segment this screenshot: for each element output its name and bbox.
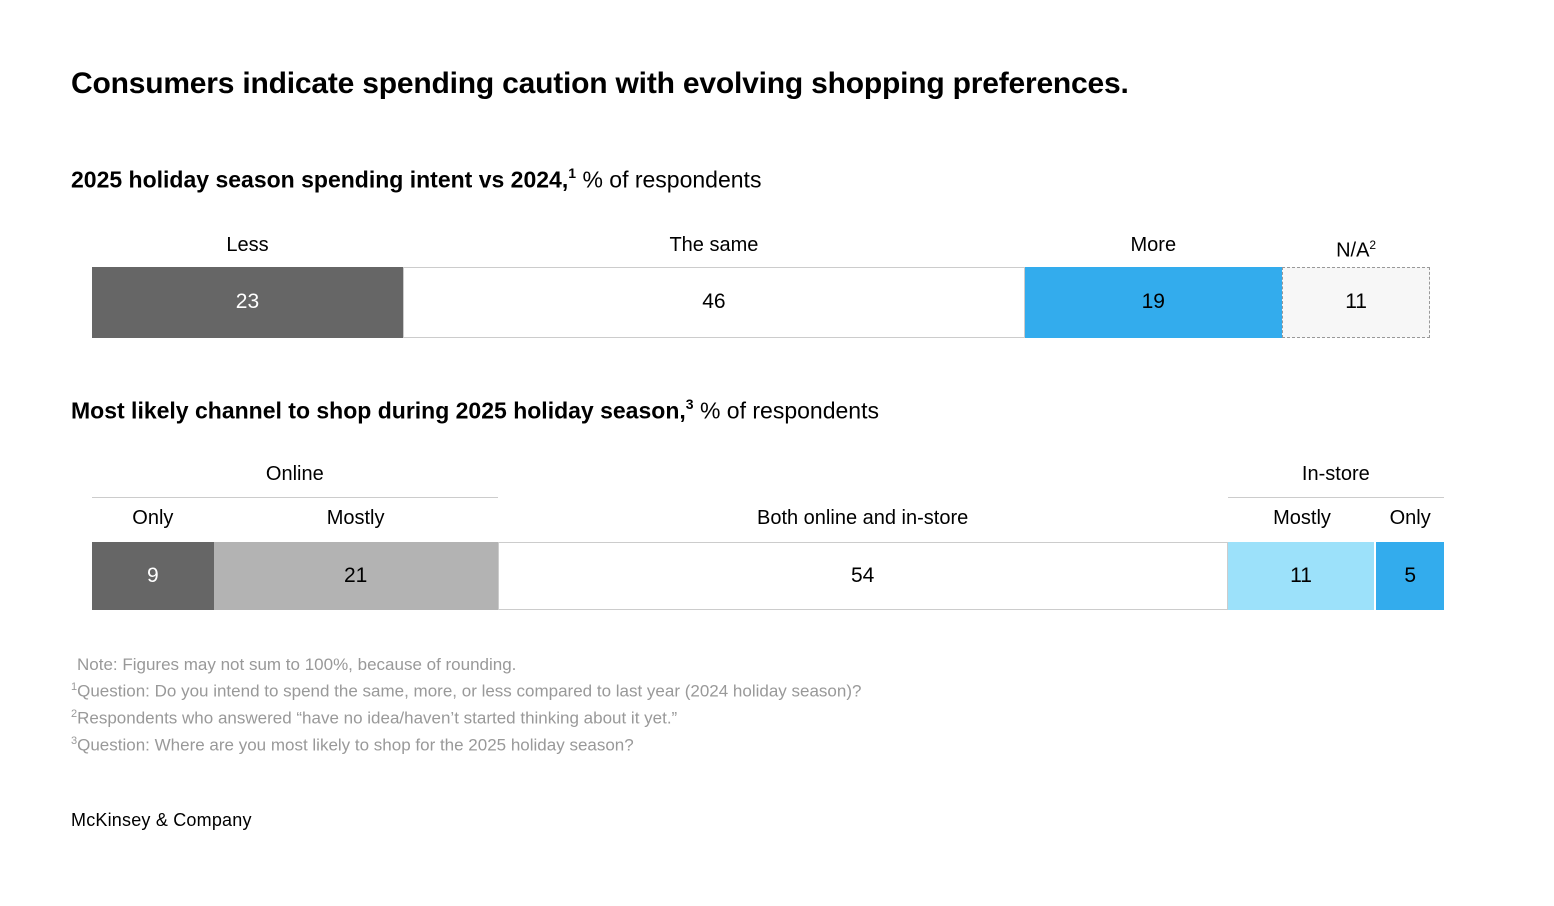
chart2-bar-track: Only 9 Mostly 21 Both online and in-stor… [92,498,1444,611]
segment-value: 23 [235,290,260,314]
segment-online-only: Only 9 [92,498,214,611]
segment-bar-online-only: 9 [92,542,214,611]
chart1-subtitle-text: 2025 holiday season spending intent vs 2… [71,166,569,193]
footnote-3: 3Question: Where are you most likely to … [71,730,1444,757]
segment-label-more: More [1025,233,1282,257]
footnote-2: 2Respondents who answered “have no idea/… [71,703,1444,730]
segment-label-text: More [1130,233,1177,256]
segment-label-less: Less [92,233,403,257]
chart1-footnote-marker: 1 [568,165,577,181]
segment-label-na: N/A2 [1282,233,1431,262]
segment-value: 11 [1345,290,1367,314]
segment-value: 21 [343,564,368,588]
chart2-group-row: Online In-store [92,462,1444,499]
segment-the-same: The same 46 [402,233,1025,338]
segment-label-text: Less [226,233,269,256]
chart2-bar-area: Only 9 Mostly 21 Both online and in-stor… [92,498,1444,611]
chart1-subtitle: 2025 holiday season spending intent vs 2… [71,160,1444,194]
segment-bar-online-mostly: 21 [213,542,498,611]
segment-label-text: The same [669,233,759,256]
mckinsey-logo: McKinsey & Company [71,810,252,831]
spending-intent-chart: 2025 holiday season spending intent vs 2… [71,160,1444,338]
chart2-subtitle-suffix: % of respondents [699,397,879,424]
segment-label-text: N/A [1336,239,1370,262]
segment-label-online-only: Only [92,506,214,530]
footnote-1: 1Question: Do you intend to spend the sa… [71,676,1444,703]
footnote-2-marker: 2 [71,707,78,720]
segment-bar-instore-only: 5 [1376,542,1444,611]
footnote-1-marker: 1 [71,681,78,694]
segment-bar-more: 19 [1024,266,1282,338]
segment-instore-mostly: Mostly 11 [1227,498,1377,611]
group-instore: In-store [1227,462,1444,499]
footnote-1-text: Question: Do you intend to spend the sam… [77,681,862,701]
segment-label-text: Only [132,507,174,530]
segment-online-mostly: Mostly 21 [213,498,498,611]
segment-label-text: Mostly [326,507,385,530]
segment-value: 5 [1404,564,1417,588]
page-title: Consumers indicate spending caution with… [71,67,1129,100]
segment-bar-less: 23 [92,266,403,338]
group-spacer [498,462,1228,498]
segment-label-both: Both online and in-store [498,506,1228,530]
chart2-footnote-marker: 3 [685,395,694,412]
segment-label-the-same: The same [403,233,1025,257]
footnote-3-marker: 3 [71,734,78,747]
chart1-subtitle-suffix: % of respondents [582,166,762,193]
segment-label-text: Only [1389,507,1431,530]
footnote-2-text: Respondents who answered “have no idea/h… [77,708,678,728]
shopping-channel-chart: Most likely channel to shop during 2025 … [71,391,1444,611]
footnote-note: Note: Figures may not sum to 100%, becau… [77,655,517,675]
footnotes: Note: Figures may not sum to 100%, becau… [71,653,1444,756]
exhibit-page: Consumers indicate spending caution with… [71,67,1444,831]
chart1-bar-area: Less 23 The same 46 More 19 N/A2 11 [92,233,1444,338]
chart2-subtitle-text: Most likely channel to shop during 2025 … [71,397,686,424]
segment-label-text: Both online and in-store [756,507,969,530]
segment-value: 19 [1141,290,1165,314]
segment-bar-na: 11 [1281,266,1431,338]
group-instore-label: In-store [1301,463,1370,486]
segment-value: 46 [702,290,726,314]
segment-na: N/A2 11 [1281,233,1431,338]
group-online: Online [92,462,498,499]
na-footnote-marker: 2 [1369,237,1377,252]
footnote-3-text: Question: Where are you most likely to s… [77,735,634,755]
segment-less: Less 23 [92,233,403,338]
segment-bar-instore-mostly: 11 [1227,542,1377,611]
segment-instore-only: Only 5 [1376,498,1444,611]
segment-more: More 19 [1024,233,1282,338]
chart2-subtitle: Most likely channel to shop during 2025 … [71,391,1444,425]
segment-value: 11 [1290,564,1312,588]
segment-label-instore-mostly: Mostly [1228,506,1377,530]
segment-bar-both: 54 [497,542,1228,611]
segment-value: 9 [146,564,159,588]
segment-label-online-mostly: Mostly [214,506,498,530]
segment-label-text: Mostly [1273,507,1331,530]
segment-value: 54 [850,564,875,588]
segment-both: Both online and in-store 54 [497,498,1228,611]
segment-bar-the-same: 46 [402,266,1025,338]
segment-label-instore-only: Only [1376,506,1444,530]
chart1-bar-track: Less 23 The same 46 More 19 N/A2 11 [92,233,1444,338]
group-online-label: Online [265,463,324,486]
